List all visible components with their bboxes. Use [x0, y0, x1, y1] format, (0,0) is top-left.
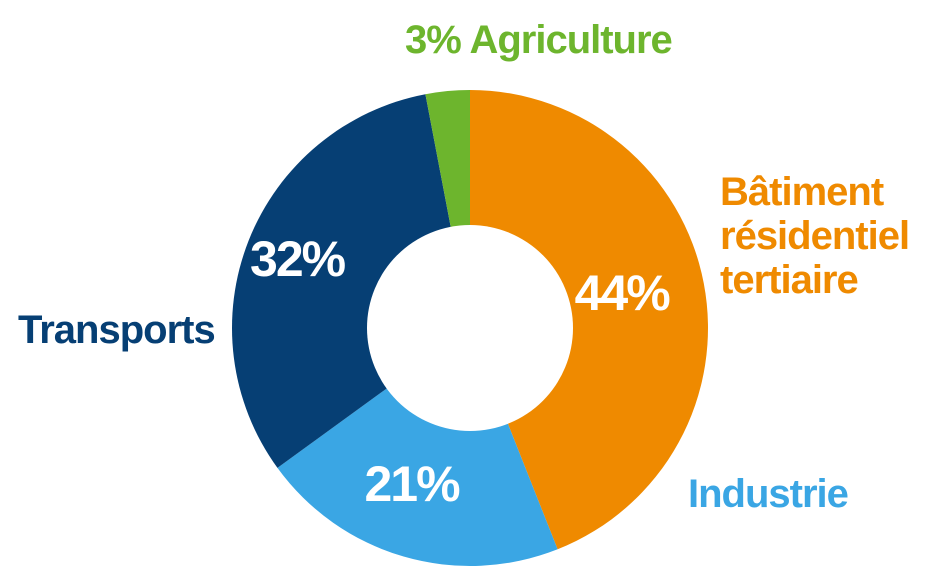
category-label-batiment: Bâtiment résidentiel tertiaire: [720, 170, 910, 302]
value-label-transports: 32%: [250, 231, 346, 287]
value-label-industrie: 21%: [364, 456, 460, 512]
batiment-label-line-2: résidentiel: [720, 214, 910, 258]
agriculture-label-text: 3% Agriculture: [405, 18, 673, 62]
slice-batiment: [470, 90, 709, 550]
industrie-label-text: Industrie: [688, 472, 849, 516]
slice-transports: [231, 94, 470, 468]
donut-hole: [367, 225, 573, 431]
category-label-industrie: Industrie: [688, 472, 849, 516]
transports-label-text: Transports: [18, 308, 216, 352]
value-labels: 44% 21% 32%: [250, 231, 672, 512]
batiment-label-line-3: tertiaire: [720, 258, 859, 302]
batiment-label-line-1: Bâtiment: [720, 170, 884, 214]
category-label-transports: Transports: [18, 308, 216, 352]
value-label-batiment: 44%: [575, 265, 671, 321]
category-label-agriculture: 3% Agriculture: [405, 18, 673, 62]
